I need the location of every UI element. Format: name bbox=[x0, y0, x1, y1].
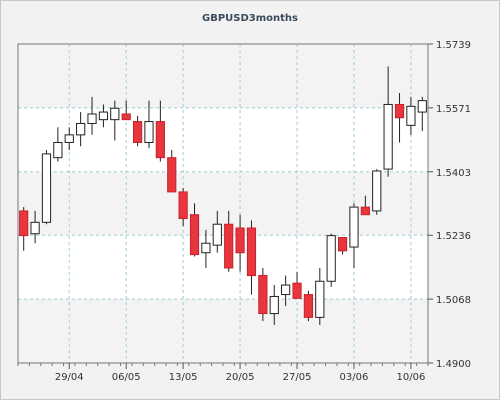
candle-body-down bbox=[132, 121, 143, 143]
candle-body-up bbox=[269, 295, 279, 315]
y-tick-label: 1.5068 bbox=[436, 295, 471, 306]
candle-body-up bbox=[30, 221, 40, 235]
candle-body-down bbox=[303, 294, 314, 318]
candle-body-down bbox=[178, 191, 188, 220]
plot-area: 1.4900 1.5068 1.5236 1.5403 1.5571 1.5739 29/0… bbox=[17, 40, 471, 383]
candle-body-down bbox=[246, 227, 257, 277]
candle-body-up bbox=[281, 284, 291, 296]
candle-body-down bbox=[360, 206, 370, 216]
candle-body-up bbox=[110, 107, 120, 121]
candle-body-down bbox=[121, 113, 131, 121]
y-tick-label: 1.4900 bbox=[436, 359, 471, 370]
candle-body-up bbox=[76, 122, 86, 136]
x-tick-label: 29/04 bbox=[55, 372, 84, 383]
x-tick-label: 06/05 bbox=[112, 372, 141, 383]
candle-body-up bbox=[212, 223, 222, 246]
y-tick-label: 1.5739 bbox=[436, 40, 471, 51]
candle-body-up bbox=[417, 100, 427, 113]
candle-body-down bbox=[394, 103, 405, 119]
candle-body-down bbox=[19, 210, 29, 237]
candle-body-up bbox=[406, 105, 416, 126]
candle-body-up bbox=[315, 280, 325, 318]
grid-band bbox=[18, 44, 428, 108]
y-tick-label: 1.5571 bbox=[436, 104, 471, 115]
grid-band bbox=[18, 299, 428, 363]
candle-body-up bbox=[326, 235, 336, 282]
candle-body-up bbox=[98, 111, 109, 121]
x-tick-label: 13/05 bbox=[169, 372, 198, 383]
y-tick-label: 1.5236 bbox=[436, 231, 471, 242]
candle-body-down bbox=[235, 227, 245, 254]
candle-body-up bbox=[201, 242, 211, 254]
candle-body-up bbox=[64, 134, 74, 143]
candle-body-up bbox=[87, 113, 97, 124]
candle-body-down bbox=[155, 121, 165, 159]
candle-body-down bbox=[337, 237, 348, 252]
candle-body-up bbox=[144, 121, 154, 143]
y-tick-label: 1.5403 bbox=[436, 168, 471, 179]
x-tick-label: 03/06 bbox=[340, 372, 369, 383]
candle-body-down bbox=[167, 157, 177, 193]
candle-body-down bbox=[224, 223, 234, 269]
candle-body-up bbox=[372, 170, 382, 212]
x-tick-label: 20/05 bbox=[226, 372, 255, 383]
x-tick-label: 27/05 bbox=[283, 372, 312, 383]
candle-body-up bbox=[41, 153, 52, 223]
candle-body-up bbox=[383, 103, 393, 170]
candle-body-up bbox=[349, 206, 359, 248]
x-tick-label: 10/06 bbox=[397, 372, 426, 383]
candle-body-down bbox=[189, 214, 200, 256]
grid-band bbox=[18, 171, 428, 236]
candle-body-down bbox=[258, 275, 268, 315]
chart-title: GBPUSD3months bbox=[202, 13, 298, 24]
candle-body-down bbox=[292, 282, 302, 299]
candle-body-up bbox=[53, 141, 63, 159]
